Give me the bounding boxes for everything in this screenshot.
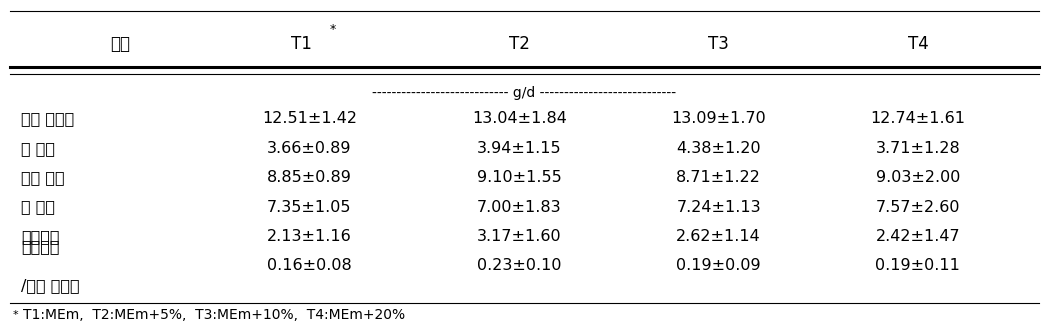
- Text: 4.38±1.20: 4.38±1.20: [677, 141, 761, 156]
- Text: *: *: [13, 310, 18, 319]
- Text: ---------------------------- g/d ----------------------------: ---------------------------- g/d -------…: [372, 86, 677, 100]
- Text: T1:MEm,  T2:MEm+5%,  T3:MEm+10%,  T4:MEm+20%: T1:MEm, T2:MEm+5%, T3:MEm+10%, T4:MEm+20…: [23, 308, 405, 321]
- Text: 항목: 항목: [110, 35, 131, 53]
- Text: 체류질소: 체류질소: [21, 239, 60, 254]
- Text: 3.71±1.28: 3.71±1.28: [876, 141, 960, 156]
- Text: T3: T3: [708, 35, 729, 53]
- Text: 7.35±1.05: 7.35±1.05: [267, 200, 351, 215]
- Text: 9.10±1.55: 9.10±1.55: [477, 170, 561, 185]
- Text: 7.57±2.60: 7.57±2.60: [876, 200, 960, 215]
- Text: /질소 섭취량: /질소 섭취량: [21, 278, 80, 293]
- Text: 12.51±1.42: 12.51±1.42: [262, 111, 357, 126]
- Text: *: *: [329, 23, 336, 36]
- Text: 체류질소: 체류질소: [21, 229, 60, 244]
- Text: 13.04±1.84: 13.04±1.84: [472, 111, 566, 126]
- Text: 7.24±1.13: 7.24±1.13: [677, 200, 761, 215]
- Text: 8.71±1.22: 8.71±1.22: [677, 170, 761, 185]
- Text: 7.00±1.83: 7.00±1.83: [477, 200, 561, 215]
- Text: 2.42±1.47: 2.42±1.47: [876, 229, 960, 244]
- Text: 3.17±1.60: 3.17±1.60: [477, 229, 561, 244]
- Text: 0.16±0.08: 0.16±0.08: [267, 258, 351, 273]
- Text: 12.74±1.61: 12.74±1.61: [871, 111, 965, 126]
- Text: 9.03±2.00: 9.03±2.00: [876, 170, 960, 185]
- Text: 분 질소: 분 질소: [21, 141, 55, 156]
- Text: 8.85±0.89: 8.85±0.89: [267, 170, 351, 185]
- Text: 소화 질소: 소화 질소: [21, 170, 65, 185]
- Text: T1: T1: [291, 35, 312, 53]
- Text: 0.23±0.10: 0.23±0.10: [477, 258, 561, 273]
- Text: 0.19±0.09: 0.19±0.09: [677, 258, 761, 273]
- Text: 질소 섭취량: 질소 섭취량: [21, 111, 74, 126]
- Text: 0.19±0.11: 0.19±0.11: [876, 258, 960, 273]
- Text: 3.66±0.89: 3.66±0.89: [267, 141, 351, 156]
- Text: 뇨 질소: 뇨 질소: [21, 200, 55, 215]
- Text: 13.09±1.70: 13.09±1.70: [671, 111, 766, 126]
- Text: 2.62±1.14: 2.62±1.14: [677, 229, 761, 244]
- Text: T2: T2: [509, 35, 530, 53]
- Text: T4: T4: [907, 35, 928, 53]
- Text: 3.94±1.15: 3.94±1.15: [477, 141, 561, 156]
- Text: 2.13±1.16: 2.13±1.16: [267, 229, 351, 244]
